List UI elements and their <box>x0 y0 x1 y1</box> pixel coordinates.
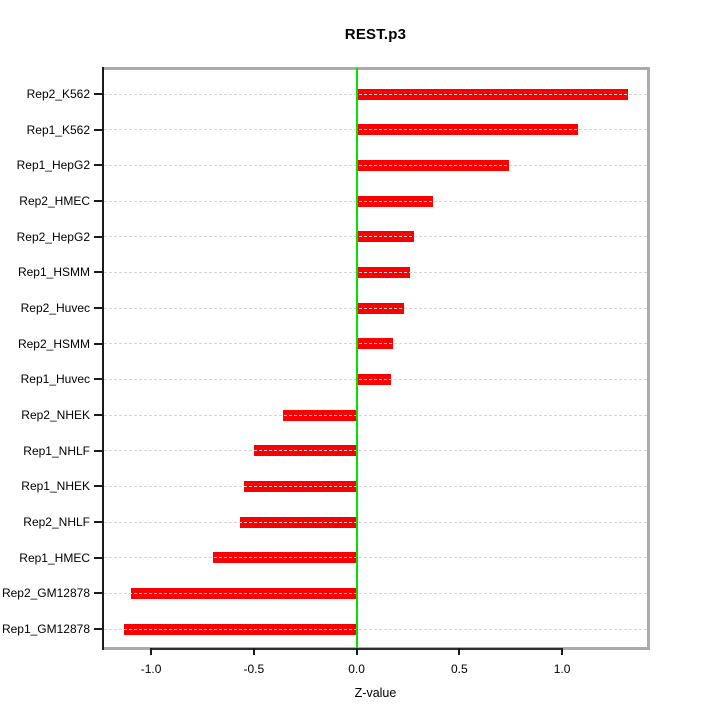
x-tick-label: -1.0 <box>140 662 162 676</box>
x-axis-tick <box>355 648 358 655</box>
y-category-label: Rep1_K562 <box>26 122 90 137</box>
y-category-label: Rep2_K562 <box>26 87 90 101</box>
x-tick-label: 0.0 <box>348 662 365 676</box>
y-axis-tick <box>94 485 103 488</box>
y-axis-tick <box>94 307 103 309</box>
y-axis-tick <box>94 592 103 595</box>
plot-border-right <box>647 67 650 650</box>
y-category-label: Rep2_NHEK <box>21 408 90 422</box>
y-axis-tick <box>94 271 103 274</box>
y-category-label: Rep1_HMEC <box>19 550 90 565</box>
x-tick-label: -0.5 <box>243 662 265 676</box>
y-category-label: Rep2_HMEC <box>19 194 90 208</box>
grid-line <box>104 450 647 452</box>
y-axis-tick <box>94 449 103 452</box>
chart-title: REST.p3 <box>344 26 407 43</box>
y-category-label: Rep1_HepG2 <box>16 158 90 173</box>
y-category-label: Rep1_Huvec <box>20 372 90 387</box>
zero-reference-line <box>355 68 358 649</box>
y-axis-tick <box>94 93 103 95</box>
y-axis-tick <box>94 556 103 559</box>
grid-line <box>104 378 647 380</box>
y-category-label: Rep2_HepG2 <box>16 229 90 244</box>
y-category-label: Rep1_NHLF <box>23 443 90 458</box>
grid-line <box>104 164 647 166</box>
x-axis-tick <box>458 648 461 655</box>
y-axis-line <box>102 67 104 650</box>
y-axis-tick <box>94 414 103 416</box>
grid-line <box>104 343 647 345</box>
grid-line <box>104 271 647 273</box>
y-axis-tick <box>94 521 103 523</box>
y-axis-tick <box>94 164 103 167</box>
y-category-label: Rep2_HSMM <box>17 336 90 351</box>
grid-line <box>104 521 647 523</box>
grid-line <box>104 93 647 95</box>
y-category-label: Rep2_GM12878 <box>1 586 90 601</box>
grid-line <box>104 200 647 202</box>
y-axis-tick <box>94 200 103 202</box>
grid-line <box>104 485 647 487</box>
x-axis-title: Z-value <box>354 686 397 700</box>
x-tick-label: 0.5 <box>450 662 468 676</box>
y-category-label: Rep2_Huvec <box>20 301 90 315</box>
grid-line <box>104 557 647 559</box>
grid-line <box>104 307 647 309</box>
y-category-label: Rep1_HSMM <box>17 265 90 280</box>
grid-line <box>104 236 647 238</box>
y-category-label: Rep1_NHEK <box>21 479 90 494</box>
y-axis-tick <box>94 235 103 238</box>
y-category-label: Rep1_GM12878 <box>1 622 90 636</box>
grid-line <box>104 129 647 131</box>
y-category-label: Rep2_NHLF <box>23 515 90 529</box>
x-axis-tick <box>561 648 564 655</box>
y-axis-tick <box>94 628 103 630</box>
grid-line <box>104 592 647 594</box>
x-axis-tick <box>150 648 153 655</box>
grid-line <box>104 628 647 630</box>
plot-area: Rep2_K562 Rep1_K562 Rep1_HepG2 Rep2_HMEC Rep… <box>2 67 650 676</box>
x-tick-label: 1.0 <box>553 662 571 676</box>
y-axis-tick <box>94 128 103 131</box>
y-axis-tick <box>94 378 103 381</box>
x-axis-tick <box>252 648 255 655</box>
grid-line <box>104 414 647 416</box>
plot-border-top <box>102 67 650 70</box>
y-axis-tick <box>94 342 103 345</box>
